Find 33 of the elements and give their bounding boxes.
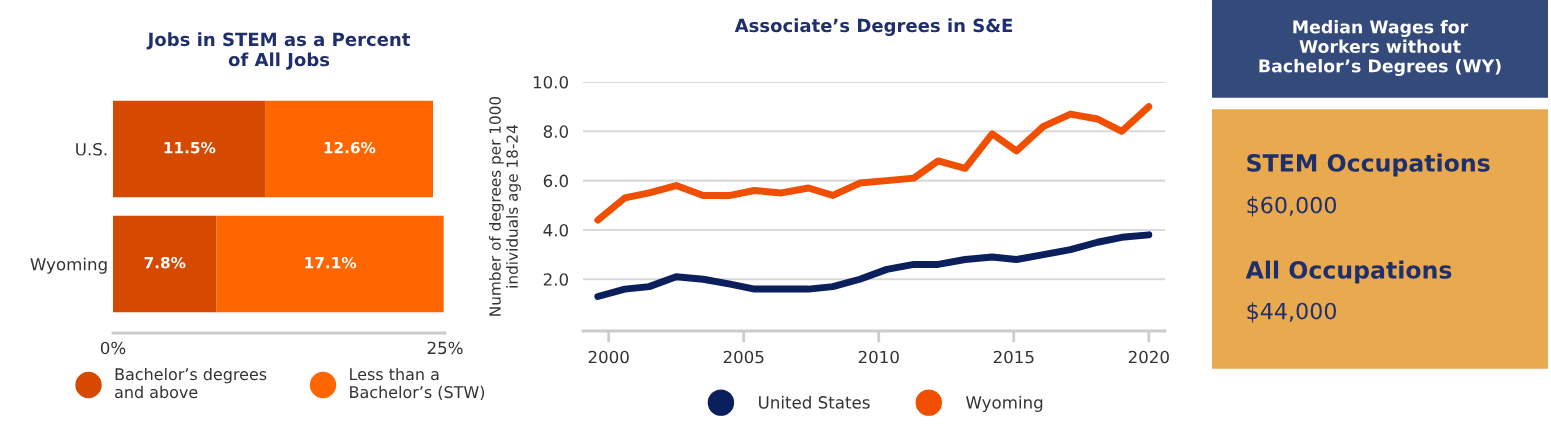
data-label: 12.6% (324, 141, 376, 154)
bar (216, 215, 444, 313)
x-tick-label: 0% (100, 341, 126, 355)
y-tick-label: 6.0 (543, 174, 569, 188)
text: All Occupations (1245, 260, 1452, 284)
legend-label: Less than a Bachelor’s (STW) (350, 367, 485, 401)
chart-title: Jobs in STEM as a Percent of All Jobs (146, 32, 410, 70)
y-axis-title: Number of degrees per 1000 individuals age 18-24 (489, 96, 521, 316)
x-tick-label: 2015 (993, 350, 1034, 364)
y-tick-label: 8.0 (543, 125, 569, 138)
bar (265, 100, 434, 198)
chart-title: Associate’s Degrees in S&E (734, 18, 1013, 36)
text: $60,000 (1247, 196, 1337, 217)
text: $44,000 (1247, 302, 1337, 323)
x-tick-label: 2005 (723, 350, 764, 364)
y-tick-label: 4.0 (543, 223, 569, 237)
legend-label: Bachelor’s degrees and above (115, 367, 267, 399)
legend-label: Wyoming (966, 395, 1043, 412)
text: Median Wages for Workers without Bachelor’s Degrees (WY) (1259, 20, 1501, 76)
y-tick-label: 10.0 (533, 75, 568, 89)
x-tick-label: 2020 (1128, 350, 1169, 364)
x-tick-label: 2010 (858, 350, 899, 364)
y-tick-label: U.S. (76, 142, 107, 156)
data-label: 17.1% (305, 256, 357, 269)
data-label: 7.8% (144, 256, 186, 269)
x-tick-label: 2000 (588, 350, 629, 364)
x-tick-label: 25% (427, 341, 463, 355)
text: STEM Occupations (1247, 153, 1490, 177)
y-tick-label: 2.0 (543, 273, 569, 286)
bar (113, 215, 217, 313)
data-label: 11.5% (164, 141, 216, 154)
bar (113, 100, 266, 198)
legend-label: United States (759, 395, 870, 409)
